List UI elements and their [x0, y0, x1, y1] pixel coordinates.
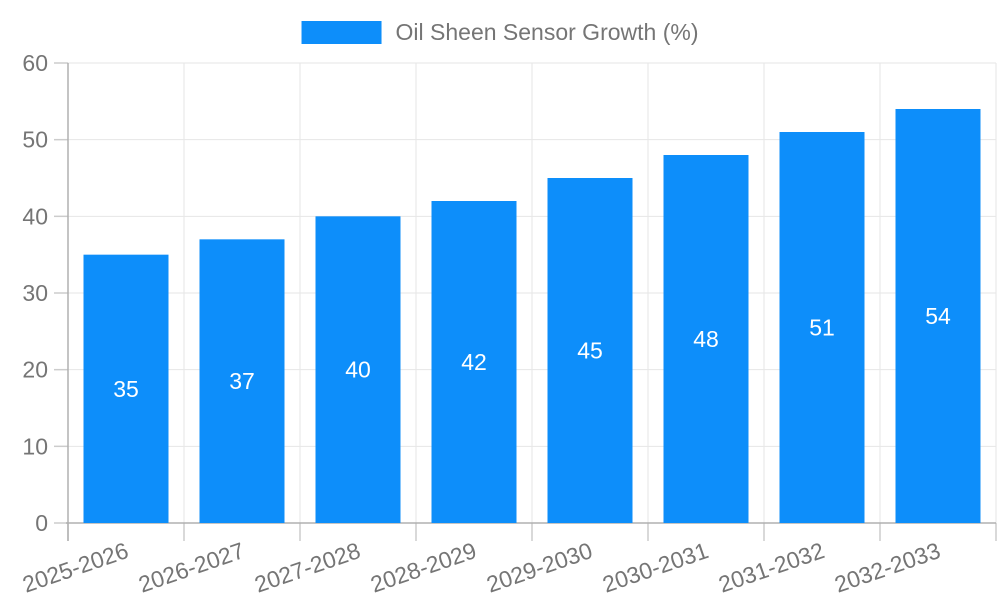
x-tick-label: 2031-2032	[715, 537, 827, 597]
bar-value-label: 40	[345, 357, 371, 383]
y-tick-label: 40	[22, 203, 48, 229]
y-tick-label: 50	[22, 127, 48, 153]
legend-label: Oil Sheen Sensor Growth (%)	[395, 19, 699, 45]
bar	[663, 155, 749, 523]
bar	[199, 239, 285, 524]
bar-value-label: 48	[693, 326, 719, 352]
bar	[895, 109, 981, 523]
x-tick-label: 2025-2026	[19, 537, 131, 597]
legend-swatch	[301, 21, 382, 44]
bar-value-label: 35	[113, 376, 139, 402]
x-tick-label: 2029-2030	[483, 537, 595, 597]
bar	[83, 254, 169, 523]
x-tick-label: 2030-2031	[599, 537, 711, 597]
bar	[547, 178, 633, 523]
x-tick-label: 2032-2033	[831, 537, 943, 597]
legend-item[interactable]: Oil Sheen Sensor Growth (%)	[301, 19, 699, 46]
bar-value-label: 45	[577, 338, 603, 364]
bar	[315, 216, 401, 524]
x-tick-label: 2028-2029	[367, 537, 479, 597]
y-tick-label: 60	[22, 50, 48, 76]
bar-value-label: 51	[809, 315, 835, 341]
x-tick-label: 2026-2027	[135, 537, 247, 597]
bar	[431, 201, 517, 523]
y-tick-label: 20	[22, 357, 48, 383]
y-tick-label: 30	[22, 280, 48, 306]
bar	[779, 132, 865, 523]
bar-value-label: 37	[229, 368, 255, 394]
y-tick-label: 10	[22, 433, 48, 459]
bar-value-label: 54	[925, 303, 951, 329]
x-tick-label: 2027-2028	[251, 537, 363, 597]
bar-value-label: 42	[461, 349, 487, 375]
y-tick-label: 0	[35, 510, 48, 536]
